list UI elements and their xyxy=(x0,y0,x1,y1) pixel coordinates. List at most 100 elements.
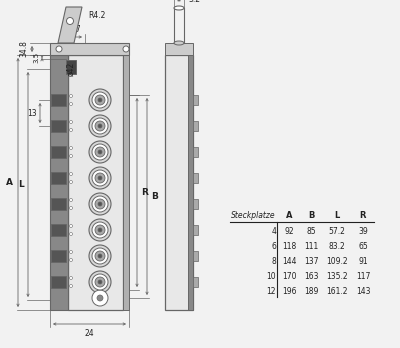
Circle shape xyxy=(70,173,72,175)
Circle shape xyxy=(98,254,102,258)
Circle shape xyxy=(70,128,72,132)
Bar xyxy=(51,120,66,132)
Circle shape xyxy=(98,124,102,128)
Circle shape xyxy=(89,219,111,241)
Text: 196: 196 xyxy=(282,287,296,296)
Bar xyxy=(193,225,198,235)
Text: L: L xyxy=(334,211,340,220)
Text: 24: 24 xyxy=(85,329,94,338)
Bar xyxy=(193,121,198,131)
Circle shape xyxy=(92,290,108,306)
Circle shape xyxy=(92,274,108,290)
Text: 65: 65 xyxy=(358,242,368,251)
Circle shape xyxy=(95,251,105,261)
Text: 4: 4 xyxy=(271,227,276,236)
Circle shape xyxy=(70,103,72,105)
Circle shape xyxy=(70,206,72,209)
Text: R4.2: R4.2 xyxy=(88,10,105,19)
Text: 10: 10 xyxy=(266,272,276,281)
Circle shape xyxy=(56,46,62,52)
Text: 118: 118 xyxy=(282,242,296,251)
Text: A: A xyxy=(286,211,292,220)
Bar xyxy=(51,276,66,288)
Circle shape xyxy=(98,150,102,154)
Text: R: R xyxy=(141,188,148,197)
Text: 109.2: 109.2 xyxy=(326,257,348,266)
Text: 3.5: 3.5 xyxy=(33,52,39,63)
Circle shape xyxy=(95,199,105,209)
Circle shape xyxy=(70,120,72,124)
Circle shape xyxy=(89,245,111,267)
Circle shape xyxy=(70,181,72,183)
Bar xyxy=(193,95,198,105)
Text: 189: 189 xyxy=(304,287,318,296)
Text: 8: 8 xyxy=(271,257,276,266)
Text: A: A xyxy=(6,178,13,187)
Text: R: R xyxy=(360,211,366,220)
Text: ø42: ø42 xyxy=(66,62,75,76)
Text: 117: 117 xyxy=(356,272,370,281)
Ellipse shape xyxy=(174,41,184,45)
Circle shape xyxy=(92,92,108,108)
Text: 3.2: 3.2 xyxy=(188,0,200,5)
Bar xyxy=(123,55,129,310)
Circle shape xyxy=(89,141,111,163)
Text: 135.2: 135.2 xyxy=(326,272,348,281)
Bar xyxy=(188,55,193,310)
Circle shape xyxy=(95,173,105,183)
Circle shape xyxy=(98,202,102,206)
Text: 34.8: 34.8 xyxy=(19,41,28,57)
Circle shape xyxy=(92,144,108,160)
Bar xyxy=(51,224,66,236)
Circle shape xyxy=(66,17,74,24)
Circle shape xyxy=(89,115,111,137)
Circle shape xyxy=(98,98,102,102)
Circle shape xyxy=(98,280,102,284)
Text: 137: 137 xyxy=(304,257,318,266)
Circle shape xyxy=(70,285,72,287)
Bar xyxy=(68,55,123,310)
Text: B: B xyxy=(308,211,314,220)
Text: Steckplatze: Steckplatze xyxy=(231,211,276,220)
Text: 83.2: 83.2 xyxy=(329,242,345,251)
Bar xyxy=(193,199,198,209)
Text: 6: 6 xyxy=(271,242,276,251)
Text: 144: 144 xyxy=(282,257,296,266)
Circle shape xyxy=(89,271,111,293)
Text: 163: 163 xyxy=(304,272,318,281)
Circle shape xyxy=(97,295,103,301)
Circle shape xyxy=(89,167,111,189)
Bar xyxy=(193,251,198,261)
Text: B: B xyxy=(151,192,158,201)
Bar xyxy=(51,198,66,210)
Text: 143: 143 xyxy=(356,287,370,296)
Bar xyxy=(165,43,193,55)
Polygon shape xyxy=(58,7,82,43)
Circle shape xyxy=(70,232,72,236)
Circle shape xyxy=(70,155,72,158)
Text: 57.2: 57.2 xyxy=(328,227,346,236)
Bar xyxy=(51,172,66,184)
Circle shape xyxy=(89,89,111,111)
Circle shape xyxy=(98,176,102,180)
Circle shape xyxy=(89,193,111,215)
Circle shape xyxy=(92,170,108,186)
Text: 92: 92 xyxy=(284,227,294,236)
Circle shape xyxy=(123,46,129,52)
Text: 91: 91 xyxy=(358,257,368,266)
Circle shape xyxy=(92,248,108,264)
Text: L: L xyxy=(18,180,24,189)
Circle shape xyxy=(70,95,72,97)
Text: 111: 111 xyxy=(304,242,318,251)
Circle shape xyxy=(95,147,105,157)
Circle shape xyxy=(95,95,105,105)
Circle shape xyxy=(95,121,105,131)
Circle shape xyxy=(70,259,72,261)
Bar xyxy=(50,43,129,55)
Circle shape xyxy=(95,225,105,235)
Circle shape xyxy=(70,224,72,228)
Text: 12: 12 xyxy=(266,287,276,296)
Text: 85: 85 xyxy=(306,227,316,236)
Ellipse shape xyxy=(174,6,184,10)
Circle shape xyxy=(70,198,72,201)
